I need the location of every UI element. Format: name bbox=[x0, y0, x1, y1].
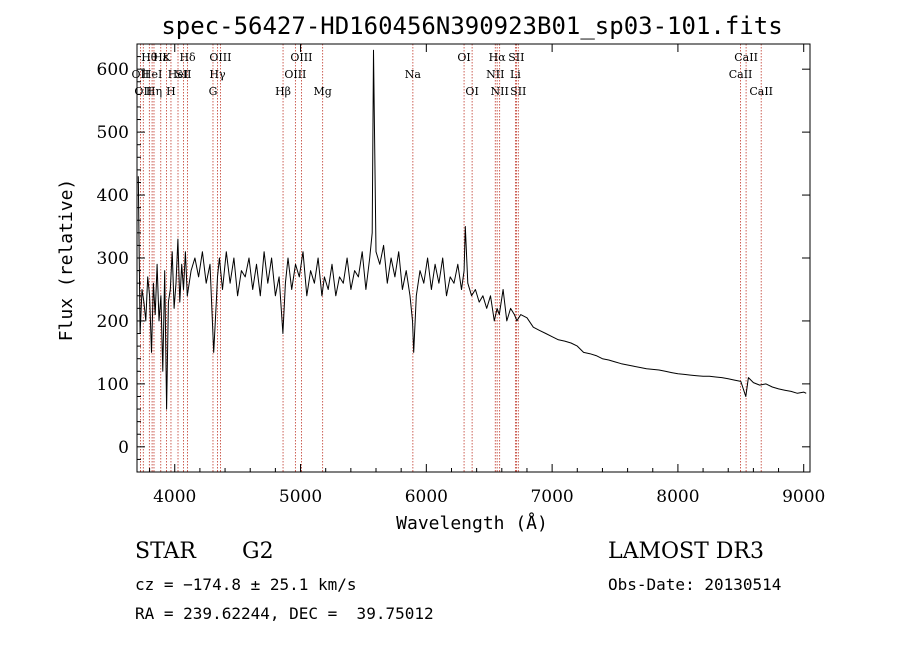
spectral-line-label: Hα bbox=[489, 51, 507, 64]
spectral-line-label: OIII bbox=[284, 68, 306, 81]
obs-date: Obs-Date: 20130514 bbox=[608, 575, 782, 594]
chart-title: spec-56427-HD160456N390923B01_sp03-101.f… bbox=[161, 12, 782, 40]
spectral-line-label: Mg bbox=[314, 85, 332, 98]
y-tick-label: 200 bbox=[97, 312, 129, 332]
x-tick-label: 6000 bbox=[405, 487, 448, 507]
y-axis-ticks: 0 100 200 300 400 500 600 bbox=[97, 56, 810, 460]
x-tick-label: 9000 bbox=[782, 487, 825, 507]
spectral-line-label: NII bbox=[491, 85, 509, 98]
redshift-value: cz = −174.8 ± 25.1 km/s bbox=[135, 575, 357, 594]
spectral-line-label: K bbox=[162, 51, 171, 64]
spectral-line-label: Hδ bbox=[179, 51, 196, 64]
x-tick-label: 8000 bbox=[656, 487, 699, 507]
spectral-line-label: Hγ bbox=[209, 68, 226, 81]
spectral-line-label: OIII bbox=[290, 51, 312, 64]
spectral-line-label: Hβ bbox=[275, 85, 291, 98]
spectral-line-label: G bbox=[209, 85, 218, 98]
spectral-line-label: NII bbox=[486, 68, 504, 81]
spectral-line-label: SII bbox=[508, 51, 524, 64]
spectral-line-label: Li bbox=[510, 68, 521, 81]
spectral-line-label: CaII bbox=[734, 51, 758, 64]
y-tick-label: 0 bbox=[118, 438, 129, 458]
y-tick-label: 500 bbox=[97, 123, 129, 143]
spectral-line-label: CaII bbox=[749, 85, 773, 98]
spectral-line-label: OI bbox=[457, 51, 470, 64]
x-tick-label: 4000 bbox=[153, 487, 196, 507]
y-tick-label: 100 bbox=[97, 375, 129, 395]
spectral-line-label: H bbox=[166, 85, 176, 98]
x-axis-label: Wavelength (Å) bbox=[396, 512, 548, 534]
y-tick-label: 600 bbox=[97, 60, 129, 80]
plot-frame bbox=[136, 43, 811, 473]
spectral-line-label: OII bbox=[132, 68, 150, 81]
x-axis-ticks: 4000 5000 6000 7000 8000 9000 bbox=[149, 44, 825, 507]
spectral-line-markers bbox=[139, 44, 762, 472]
spectral-line-label: OI bbox=[465, 85, 478, 98]
y-tick-label: 300 bbox=[97, 249, 129, 269]
spectral-line-label: HeI bbox=[168, 68, 188, 81]
spectral-line-label: HeI bbox=[142, 68, 162, 81]
y-axis-label: Flux (relative) bbox=[56, 179, 77, 342]
coordinates: RA = 239.62244, DEC = 39.75012 bbox=[135, 604, 434, 623]
spectral-line-label: Na bbox=[405, 68, 422, 81]
object-subclass: G2 bbox=[242, 539, 274, 564]
spectral-line-label: CaII bbox=[729, 68, 753, 81]
spectrum-chart: spec-56427-HD160456N390923B01_sp03-101.f… bbox=[56, 12, 825, 534]
x-tick-label: 7000 bbox=[530, 487, 573, 507]
spectral-line-label: SII bbox=[510, 85, 526, 98]
survey-name: LAMOST DR3 bbox=[608, 539, 764, 564]
object-class: STAR bbox=[135, 539, 196, 564]
spectral-line-label: Hε bbox=[153, 51, 169, 64]
spectral-line-label: OIII bbox=[209, 51, 231, 64]
y-tick-label: 400 bbox=[97, 186, 129, 206]
spectral-line-label: Hη bbox=[146, 85, 162, 98]
flux-series-line bbox=[137, 49, 807, 410]
spectral-line-label: Hθ bbox=[141, 51, 158, 64]
x-tick-label: 5000 bbox=[279, 487, 322, 507]
spectral-line-label: SII bbox=[175, 68, 191, 81]
spectral-line-labels: OIIOIIHθHeIHηHεKHHeISIIHδGHγOIIIHβOIIIOI… bbox=[132, 51, 773, 98]
